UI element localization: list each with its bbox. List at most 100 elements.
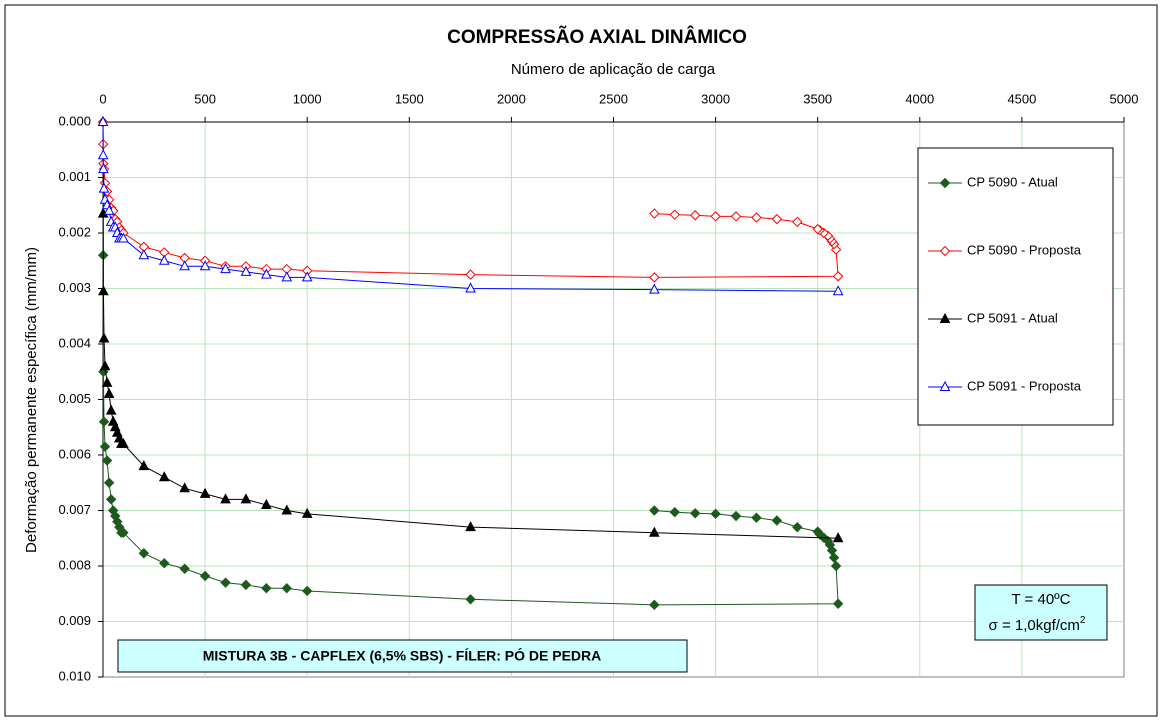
- marker: [98, 163, 109, 174]
- y-tick-label: 0.000: [58, 113, 91, 128]
- y-tick-label: 0.006: [58, 446, 91, 461]
- marker: [105, 404, 117, 415]
- x-tick-label: 1000: [293, 91, 322, 106]
- marker: [199, 260, 211, 271]
- x-tick-label: 500: [194, 91, 216, 106]
- marker: [465, 282, 476, 293]
- marker: [240, 493, 252, 504]
- marker: [118, 437, 129, 448]
- marker: [118, 232, 129, 243]
- marker: [179, 260, 191, 271]
- marker: [240, 265, 252, 276]
- marker: [792, 521, 803, 533]
- marker: [199, 570, 211, 582]
- marker: [649, 505, 660, 516]
- mixture-box: [117, 639, 688, 673]
- marker: [261, 268, 272, 279]
- marker: [301, 271, 313, 282]
- marker: [220, 577, 231, 588]
- marker: [103, 204, 115, 215]
- marker: [98, 182, 110, 193]
- marker: [261, 582, 272, 594]
- y-tick-label: 0.005: [58, 391, 91, 406]
- marker: [98, 416, 110, 427]
- marker: [649, 272, 660, 283]
- marker: [138, 249, 150, 260]
- legend-label: CP 5091 - Atual: [967, 310, 1058, 325]
- marker: [101, 455, 113, 466]
- marker: [118, 527, 129, 538]
- temperature-label: T = 40ºC: [1012, 591, 1071, 608]
- marker: [649, 208, 660, 219]
- marker: [105, 494, 117, 505]
- marker: [220, 493, 231, 504]
- marker: [832, 271, 844, 282]
- marker: [669, 209, 680, 220]
- marker: [101, 376, 113, 387]
- marker: [179, 482, 191, 493]
- marker: [792, 216, 803, 228]
- marker: [159, 558, 170, 569]
- conditions-box: [974, 584, 1108, 641]
- marker: [98, 285, 109, 296]
- marker: [99, 441, 111, 452]
- marker: [771, 213, 783, 225]
- marker: [751, 212, 762, 223]
- marker: [99, 360, 111, 371]
- marker: [138, 548, 150, 559]
- x-tick-label: 4000: [905, 91, 934, 106]
- chart-title: COMPRESSÃO AXIAL DINÂMICO: [447, 26, 747, 48]
- stress-label: σ = 1,0kgf/cm2: [989, 615, 1086, 634]
- marker: [830, 560, 842, 572]
- marker: [710, 211, 721, 222]
- marker: [710, 508, 721, 520]
- marker: [730, 510, 742, 522]
- marker: [812, 223, 823, 235]
- marker: [669, 506, 680, 518]
- marker: [281, 582, 292, 594]
- y-axis-label: Deformação permanente específica (mm/mm): [23, 247, 40, 553]
- y-tick-label: 0.009: [58, 613, 91, 628]
- x-tick-label: 1500: [395, 91, 424, 106]
- legend-label: CP 5090 - Atual: [967, 174, 1058, 189]
- x-tick-label: 2500: [599, 91, 628, 106]
- marker: [98, 332, 110, 343]
- marker: [158, 471, 170, 482]
- marker: [730, 211, 742, 222]
- legend-label: CP 5090 - Proposta: [967, 242, 1082, 257]
- marker: [832, 598, 844, 609]
- x-tick-label: 4500: [1007, 91, 1036, 106]
- y-tick-label: 0.004: [58, 335, 91, 350]
- marker: [97, 115, 109, 126]
- marker: [179, 563, 190, 574]
- marker: [103, 477, 115, 488]
- marker: [220, 263, 231, 274]
- marker: [832, 532, 844, 543]
- marker: [301, 507, 313, 518]
- marker: [103, 387, 115, 398]
- y-tick-label: 0.002: [58, 224, 91, 239]
- x-tick-label: 0: [99, 91, 106, 106]
- x-tick-label: 5000: [1110, 91, 1139, 106]
- marker: [261, 498, 272, 509]
- y-tick-label: 0.001: [58, 169, 91, 184]
- y-tick-label: 0.010: [58, 668, 91, 683]
- marker: [97, 149, 109, 160]
- y-tick-label: 0.003: [58, 280, 91, 295]
- marker: [281, 271, 293, 282]
- legend: [917, 147, 1114, 426]
- marker: [158, 254, 170, 265]
- marker: [751, 512, 762, 523]
- x-tick-label: 2000: [497, 91, 526, 106]
- marker: [301, 585, 313, 597]
- marker: [689, 210, 701, 221]
- marker: [649, 526, 660, 537]
- marker: [812, 526, 823, 537]
- legend-marker: [939, 245, 951, 257]
- x-axis-label: Número de aplicação de carga: [511, 61, 716, 78]
- marker: [465, 594, 476, 605]
- y-tick-label: 0.007: [58, 502, 91, 517]
- y-tick-label: 0.008: [58, 557, 91, 572]
- stress-text: σ = 1,0kgf/cm: [989, 617, 1080, 634]
